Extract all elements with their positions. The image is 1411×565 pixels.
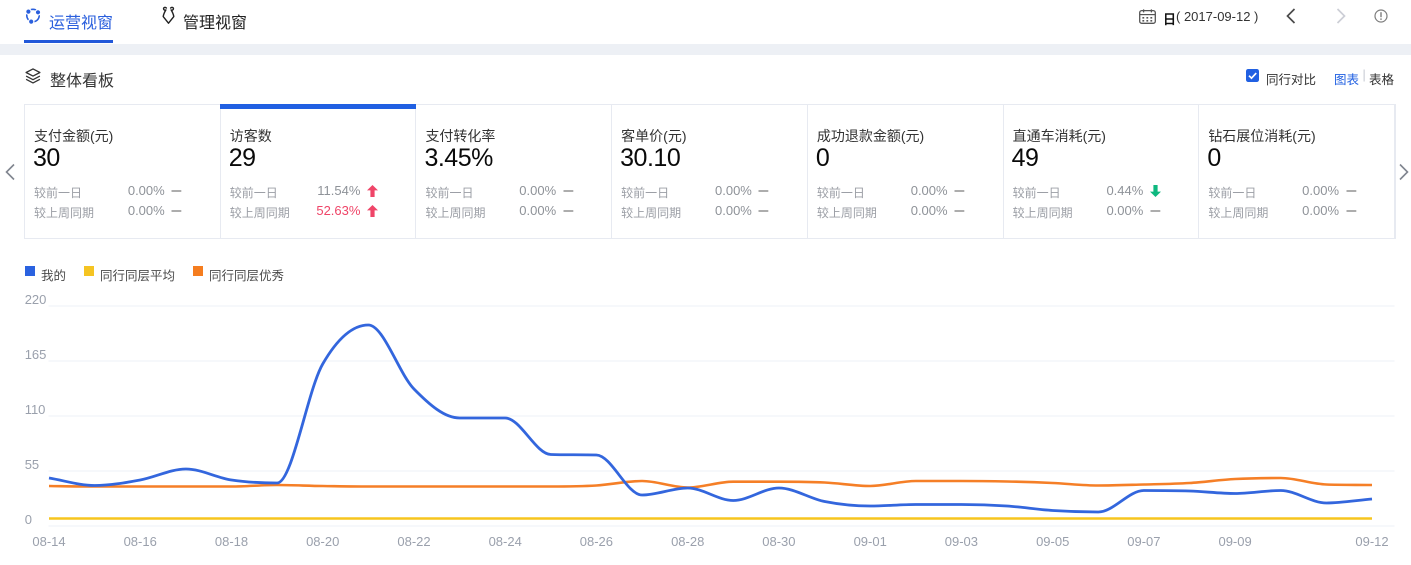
svg-text:09-01: 09-01	[854, 534, 887, 549]
svg-text:09-03: 09-03	[945, 534, 978, 549]
svg-text:08-16: 08-16	[124, 534, 157, 549]
svg-text:08-30: 08-30	[762, 534, 795, 549]
svg-text:08-22: 08-22	[397, 534, 430, 549]
svg-text:09-12: 09-12	[1355, 534, 1388, 549]
svg-text:08-18: 08-18	[215, 534, 248, 549]
svg-text:08-28: 08-28	[671, 534, 704, 549]
svg-text:08-26: 08-26	[580, 534, 613, 549]
svg-text:0: 0	[25, 512, 32, 527]
svg-text:09-07: 09-07	[1127, 534, 1160, 549]
svg-text:08-14: 08-14	[32, 534, 65, 549]
svg-text:165: 165	[25, 347, 47, 362]
svg-text:09-09: 09-09	[1218, 534, 1251, 549]
svg-text:08-20: 08-20	[306, 534, 339, 549]
svg-text:55: 55	[25, 457, 39, 472]
svg-text:110: 110	[25, 402, 46, 417]
svg-text:08-24: 08-24	[489, 534, 522, 549]
svg-text:220: 220	[25, 292, 47, 307]
svg-text:09-05: 09-05	[1036, 534, 1069, 549]
